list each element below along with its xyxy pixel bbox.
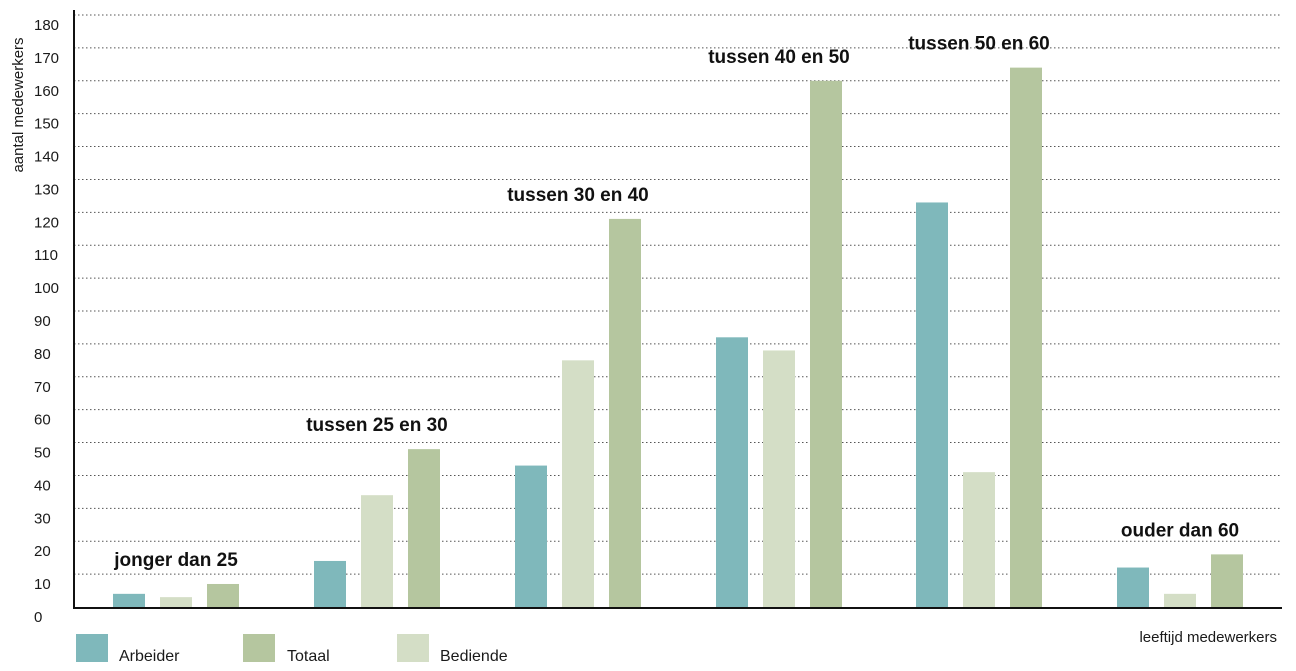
y-tick-label: 10 [34,576,51,593]
y-tick-label: 100 [34,280,59,297]
bar-arbeider [916,202,948,607]
bar-bediende [361,495,393,607]
bar-bediende [562,360,594,607]
y-tick-labels: 0 10 20 30 40 50 60 70 80 90 100 110 120 130 140 150 160… [34,17,59,626]
y-tick-label: 160 [34,83,59,100]
gridlines [74,14,1282,575]
axes [73,10,1282,609]
y-tick-label: 110 [34,247,58,264]
y-axis-title: aantal medewerkers [10,37,27,172]
category-labels: jonger dan 25 tussen 25 en 30 tussen 30 en… [113,34,1239,571]
y-tick-label: 170 [34,50,59,67]
y-tick-label: 60 [34,412,51,429]
legend-label-bediende: Bediende [440,648,508,665]
y-tick-label: 90 [34,313,51,330]
category-label: tussen 30 en 40 [507,185,649,206]
bar-bediende [1164,593,1196,607]
legend-label-arbeider: Arbeider [119,648,180,665]
y-tick-label: 140 [34,149,59,166]
y-tick-label: 30 [34,510,51,527]
category-label: tussen 50 en 60 [908,34,1050,55]
bar-totaal [810,80,842,608]
y-tick-label: 120 [34,214,59,231]
y-tick-label: 0 [34,609,42,626]
bar-bediende [763,350,795,607]
y-tick-label: 40 [34,477,51,494]
bar-arbeider [113,593,145,607]
legend-swatch-bediende [397,634,429,662]
category-label: tussen 40 en 50 [708,47,850,68]
bar-arbeider [1117,567,1149,607]
legend: Arbeider Totaal Bediende [76,634,508,665]
bar-totaal [1211,554,1243,607]
bar-bediende [160,597,192,607]
y-tick-label: 180 [34,17,59,34]
bar-arbeider [716,337,748,607]
y-tick-label: 50 [34,445,51,462]
bar-totaal [609,218,641,607]
bar-arbeider [515,465,547,607]
category-label: tussen 25 en 30 [306,415,448,436]
bar-totaal [207,583,239,607]
x-axis-title: leeftijd medewerkers [1139,629,1277,646]
y-tick-label: 20 [34,543,51,560]
bar-bediende [963,472,995,607]
legend-label-totaal: Totaal [287,648,330,665]
y-tick-label: 80 [34,346,51,363]
category-label: ouder dan 60 [1121,520,1239,541]
bar-arbeider [314,560,346,607]
bar-totaal [408,449,440,607]
category-label: jonger dan 25 [113,550,238,571]
legend-swatch-totaal [243,634,275,662]
y-tick-label: 130 [34,181,59,198]
bars [113,67,1243,608]
y-tick-label: 150 [34,116,59,133]
legend-swatch-arbeider [76,634,108,662]
y-tick-label: 70 [34,379,51,396]
bar-totaal [1010,67,1042,608]
